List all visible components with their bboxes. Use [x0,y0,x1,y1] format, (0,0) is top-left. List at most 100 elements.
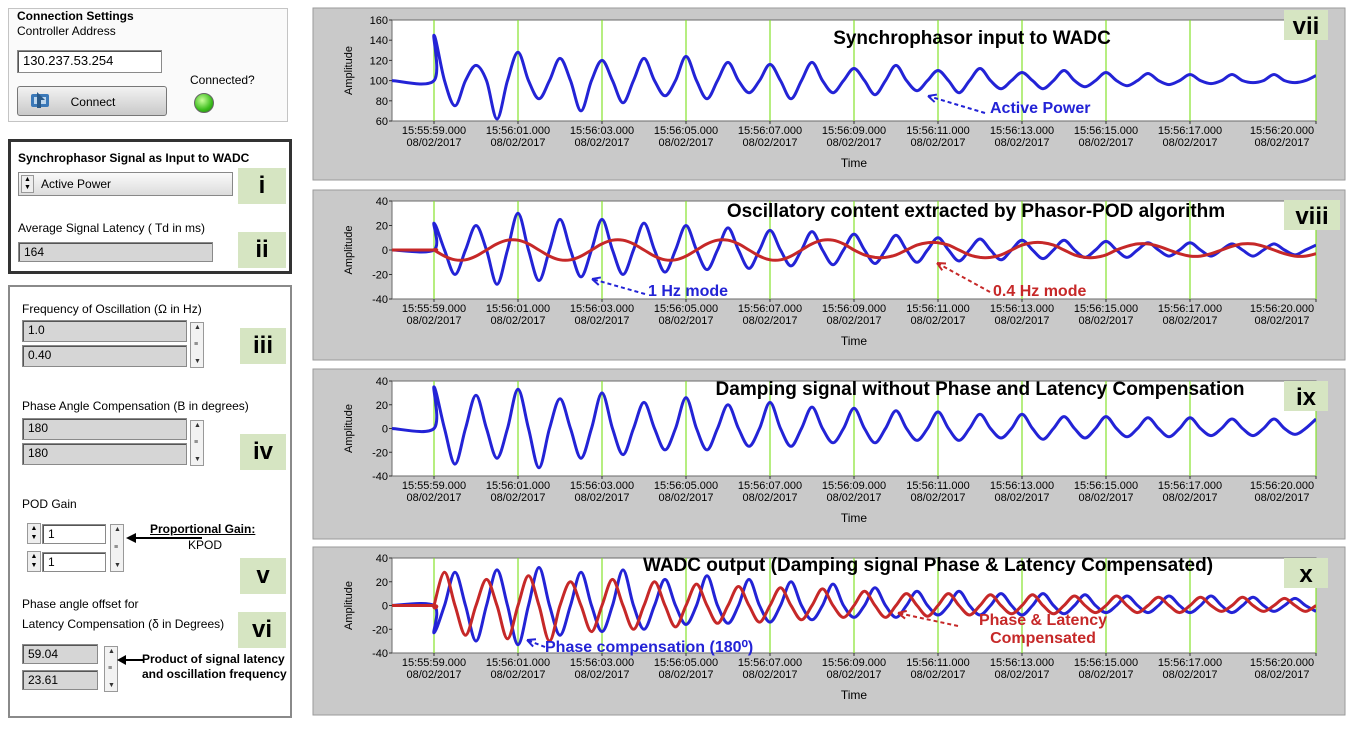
status-led [194,93,214,113]
input-title: Synchrophasor Signal as Input to WADC [18,151,249,165]
y-tick-label: 20 [376,400,388,412]
phase-value[interactable]: 180 [22,418,187,440]
screen: Connection Settings Controller Address 1… [0,0,1348,729]
offset-label: Latency Compensation (δ in Degrees) [22,617,224,631]
series-line [392,35,1316,119]
chart-panel [313,190,1345,360]
series-annotation: Active Power [990,100,1090,118]
x-tick-label: 15:56:05.000 08/02/2017 [646,657,726,681]
latency-value: 164 [18,242,213,262]
phase-label: Phase Angle Compensation (B in degrees) [22,399,249,413]
y-tick-label: 100 [370,76,388,88]
gain-value[interactable]: 1 [42,552,106,572]
y-axis-label: Amplitude [343,226,355,275]
gain-note: Proportional Gain: [150,522,255,536]
y-axis-label: Amplitude [343,581,355,630]
x-tick-label: 15:56:05.000 08/02/2017 [646,125,726,149]
x-tick-label: 15:56:17.000 08/02/2017 [1150,657,1230,681]
spinner[interactable]: ▲▼ [27,523,41,544]
frequency-value[interactable]: 0.40 [22,345,187,367]
series-line [392,387,1316,468]
y-tick-label: 60 [376,116,388,128]
y-tick-label: -40 [372,471,388,483]
badge: iii [240,328,286,364]
phase-value[interactable]: 180 [22,443,187,465]
offset-value[interactable]: 59.04 [22,644,98,664]
connect-button[interactable]: Connect [17,86,167,116]
selector-spin[interactable]: ▲▼ [21,175,34,193]
x-tick-label: 15:56:01.000 08/02/2017 [478,303,558,327]
badge: x [1299,561,1313,588]
x-tick-label: 15:56:15.000 08/02/2017 [1066,303,1146,327]
x-tick-label: 15:56:03.000 08/02/2017 [562,480,642,504]
arrow-head [527,639,536,646]
x-tick-label: 15:56:20.000 08/02/2017 [1242,303,1322,327]
series-annotation: 0.4 Hz mode [993,283,1086,301]
chart-title: Oscillatory content extracted by Phasor-… [727,201,1225,222]
y-axis-label: Amplitude [343,404,355,453]
annotation-arrow [928,96,985,113]
x-tick-label: 15:56:09.000 08/02/2017 [814,303,894,327]
annotation-arrow [592,279,645,294]
x-tick-label: 15:56:09.000 08/02/2017 [814,480,894,504]
arrow [116,652,144,668]
scrollbar[interactable]: ▲≡▼ [110,524,124,572]
badge-box [1284,558,1328,588]
series-annotation: 1 Hz mode [648,283,728,301]
series-line [392,240,1316,261]
x-tick-label: 15:56:09.000 08/02/2017 [814,125,894,149]
badge: vii [1293,13,1320,40]
x-tick-label: 15:56:17.000 08/02/2017 [1150,125,1230,149]
status-label: Connected? [190,73,255,87]
y-tick-label: -40 [372,648,388,660]
y-tick-label: 0 [382,601,388,613]
plot-area [392,381,1316,476]
chart-panel [313,547,1345,715]
spinner[interactable]: ▲▼ [27,551,41,572]
frequency-value[interactable]: 1.0 [22,320,187,342]
x-axis-label: Time [841,511,868,525]
chart-panel [313,8,1345,180]
address-input[interactable]: 130.237.53.254 [17,50,162,73]
x-tick-label: 15:56:11.000 08/02/2017 [898,303,978,327]
x-tick-label: 15:56:15.000 08/02/2017 [1066,657,1146,681]
y-tick-label: -20 [372,270,388,282]
x-axis-label: Time [841,688,868,702]
x-tick-label: 15:55:59.000 08/02/2017 [394,125,474,149]
x-tick-label: 15:56:05.000 08/02/2017 [646,303,726,327]
y-tick-label: 120 [370,55,388,67]
y-tick-label: 0 [382,424,388,436]
scrollbar[interactable]: ▲≡▼ [190,420,204,466]
y-tick-label: -40 [372,294,388,306]
badge-box [1284,381,1328,411]
x-axis-label: Time [841,334,868,348]
x-tick-label: 15:56:15.000 08/02/2017 [1066,125,1146,149]
offset-note: Product of signal latency [142,652,285,666]
x-tick-label: 15:56:11.000 08/02/2017 [898,480,978,504]
badge-box [1284,200,1340,230]
x-tick-label: 15:56:01.000 08/02/2017 [478,657,558,681]
x-tick-label: 15:56:03.000 08/02/2017 [562,657,642,681]
scrollbar[interactable]: ▲≡▼ [190,322,204,368]
x-tick-label: 15:56:09.000 08/02/2017 [814,657,894,681]
arrow-head [937,263,946,270]
x-tick-label: 15:56:03.000 08/02/2017 [562,125,642,149]
connect-label: Connect [18,95,168,109]
y-tick-label: 140 [370,35,388,47]
series-annotation: Phase & Latency Compensated [948,612,1138,648]
chart-title: Damping signal without Phase and Latency… [716,379,1245,400]
gain-value[interactable]: 1 [42,524,106,544]
x-tick-label: 15:56:20.000 08/02/2017 [1242,480,1322,504]
chart-title: Synchrophasor input to WADC [833,28,1111,49]
y-tick-label: 20 [376,577,388,589]
y-tick-label: -20 [372,624,388,636]
y-tick-label: 0 [382,245,388,257]
x-tick-label: 15:56:11.000 08/02/2017 [898,657,978,681]
badge: ix [1296,384,1317,411]
x-tick-label: 15:56:07.000 08/02/2017 [730,303,810,327]
offset-value[interactable]: 23.61 [22,670,98,690]
x-tick-label: 15:56:11.000 08/02/2017 [898,125,978,149]
arrow-head [592,277,601,285]
x-tick-label: 15:56:03.000 08/02/2017 [562,303,642,327]
signal-selector[interactable]: ▲▼ Active Power [18,172,233,196]
